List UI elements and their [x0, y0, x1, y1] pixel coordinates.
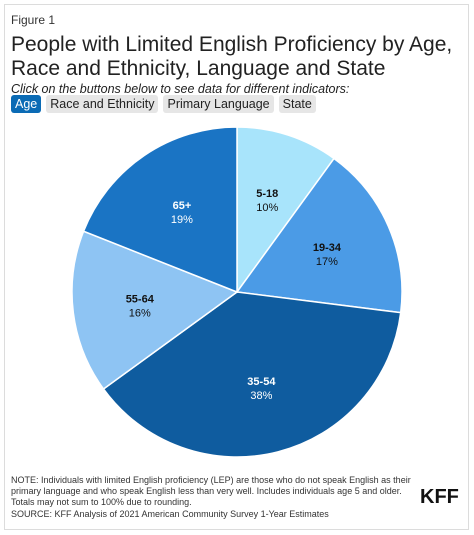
- source-note: SOURCE: KFF Analysis of 2021 American Co…: [11, 509, 329, 519]
- pie-slice-55-64: [71, 230, 239, 391]
- slice-label-65+: 65+: [173, 200, 192, 212]
- tab-age[interactable]: Age: [11, 95, 42, 113]
- pie-slice-35-54: [102, 291, 402, 458]
- slice-value-65+: 19%: [171, 214, 193, 226]
- chart-title: People with Limited English Proficiency …: [11, 33, 453, 80]
- pie-slice-19-34: [235, 157, 403, 314]
- slice-value-5-18: 10%: [256, 202, 278, 214]
- pie-slice-65+: [82, 126, 238, 294]
- slice-label-35-54: 35-54: [247, 376, 276, 388]
- pie-slice-5-18: [236, 126, 336, 295]
- tab-state[interactable]: State: [278, 95, 316, 113]
- tab-primary-language[interactable]: Primary Language: [163, 95, 274, 113]
- footnote: NOTE: Individuals with limited English p…: [11, 475, 411, 507]
- slice-value-55-64: 16%: [129, 307, 151, 319]
- tab-race-ethnicity[interactable]: Race and Ethnicity: [46, 95, 159, 113]
- indicator-tabs: Age Race and Ethnicity Primary Language …: [11, 95, 316, 113]
- instruction-text: Click on the buttons below to see data f…: [11, 82, 350, 96]
- slice-label-55-64: 55-64: [126, 293, 155, 305]
- slice-label-19-34: 19-34: [313, 242, 342, 254]
- slice-value-19-34: 17%: [316, 256, 338, 268]
- slice-label-5-18: 5-18: [256, 188, 278, 200]
- kff-logo: KFF: [420, 486, 459, 508]
- slice-value-35-54: 38%: [250, 390, 272, 402]
- figure-label: Figure 1: [11, 13, 56, 27]
